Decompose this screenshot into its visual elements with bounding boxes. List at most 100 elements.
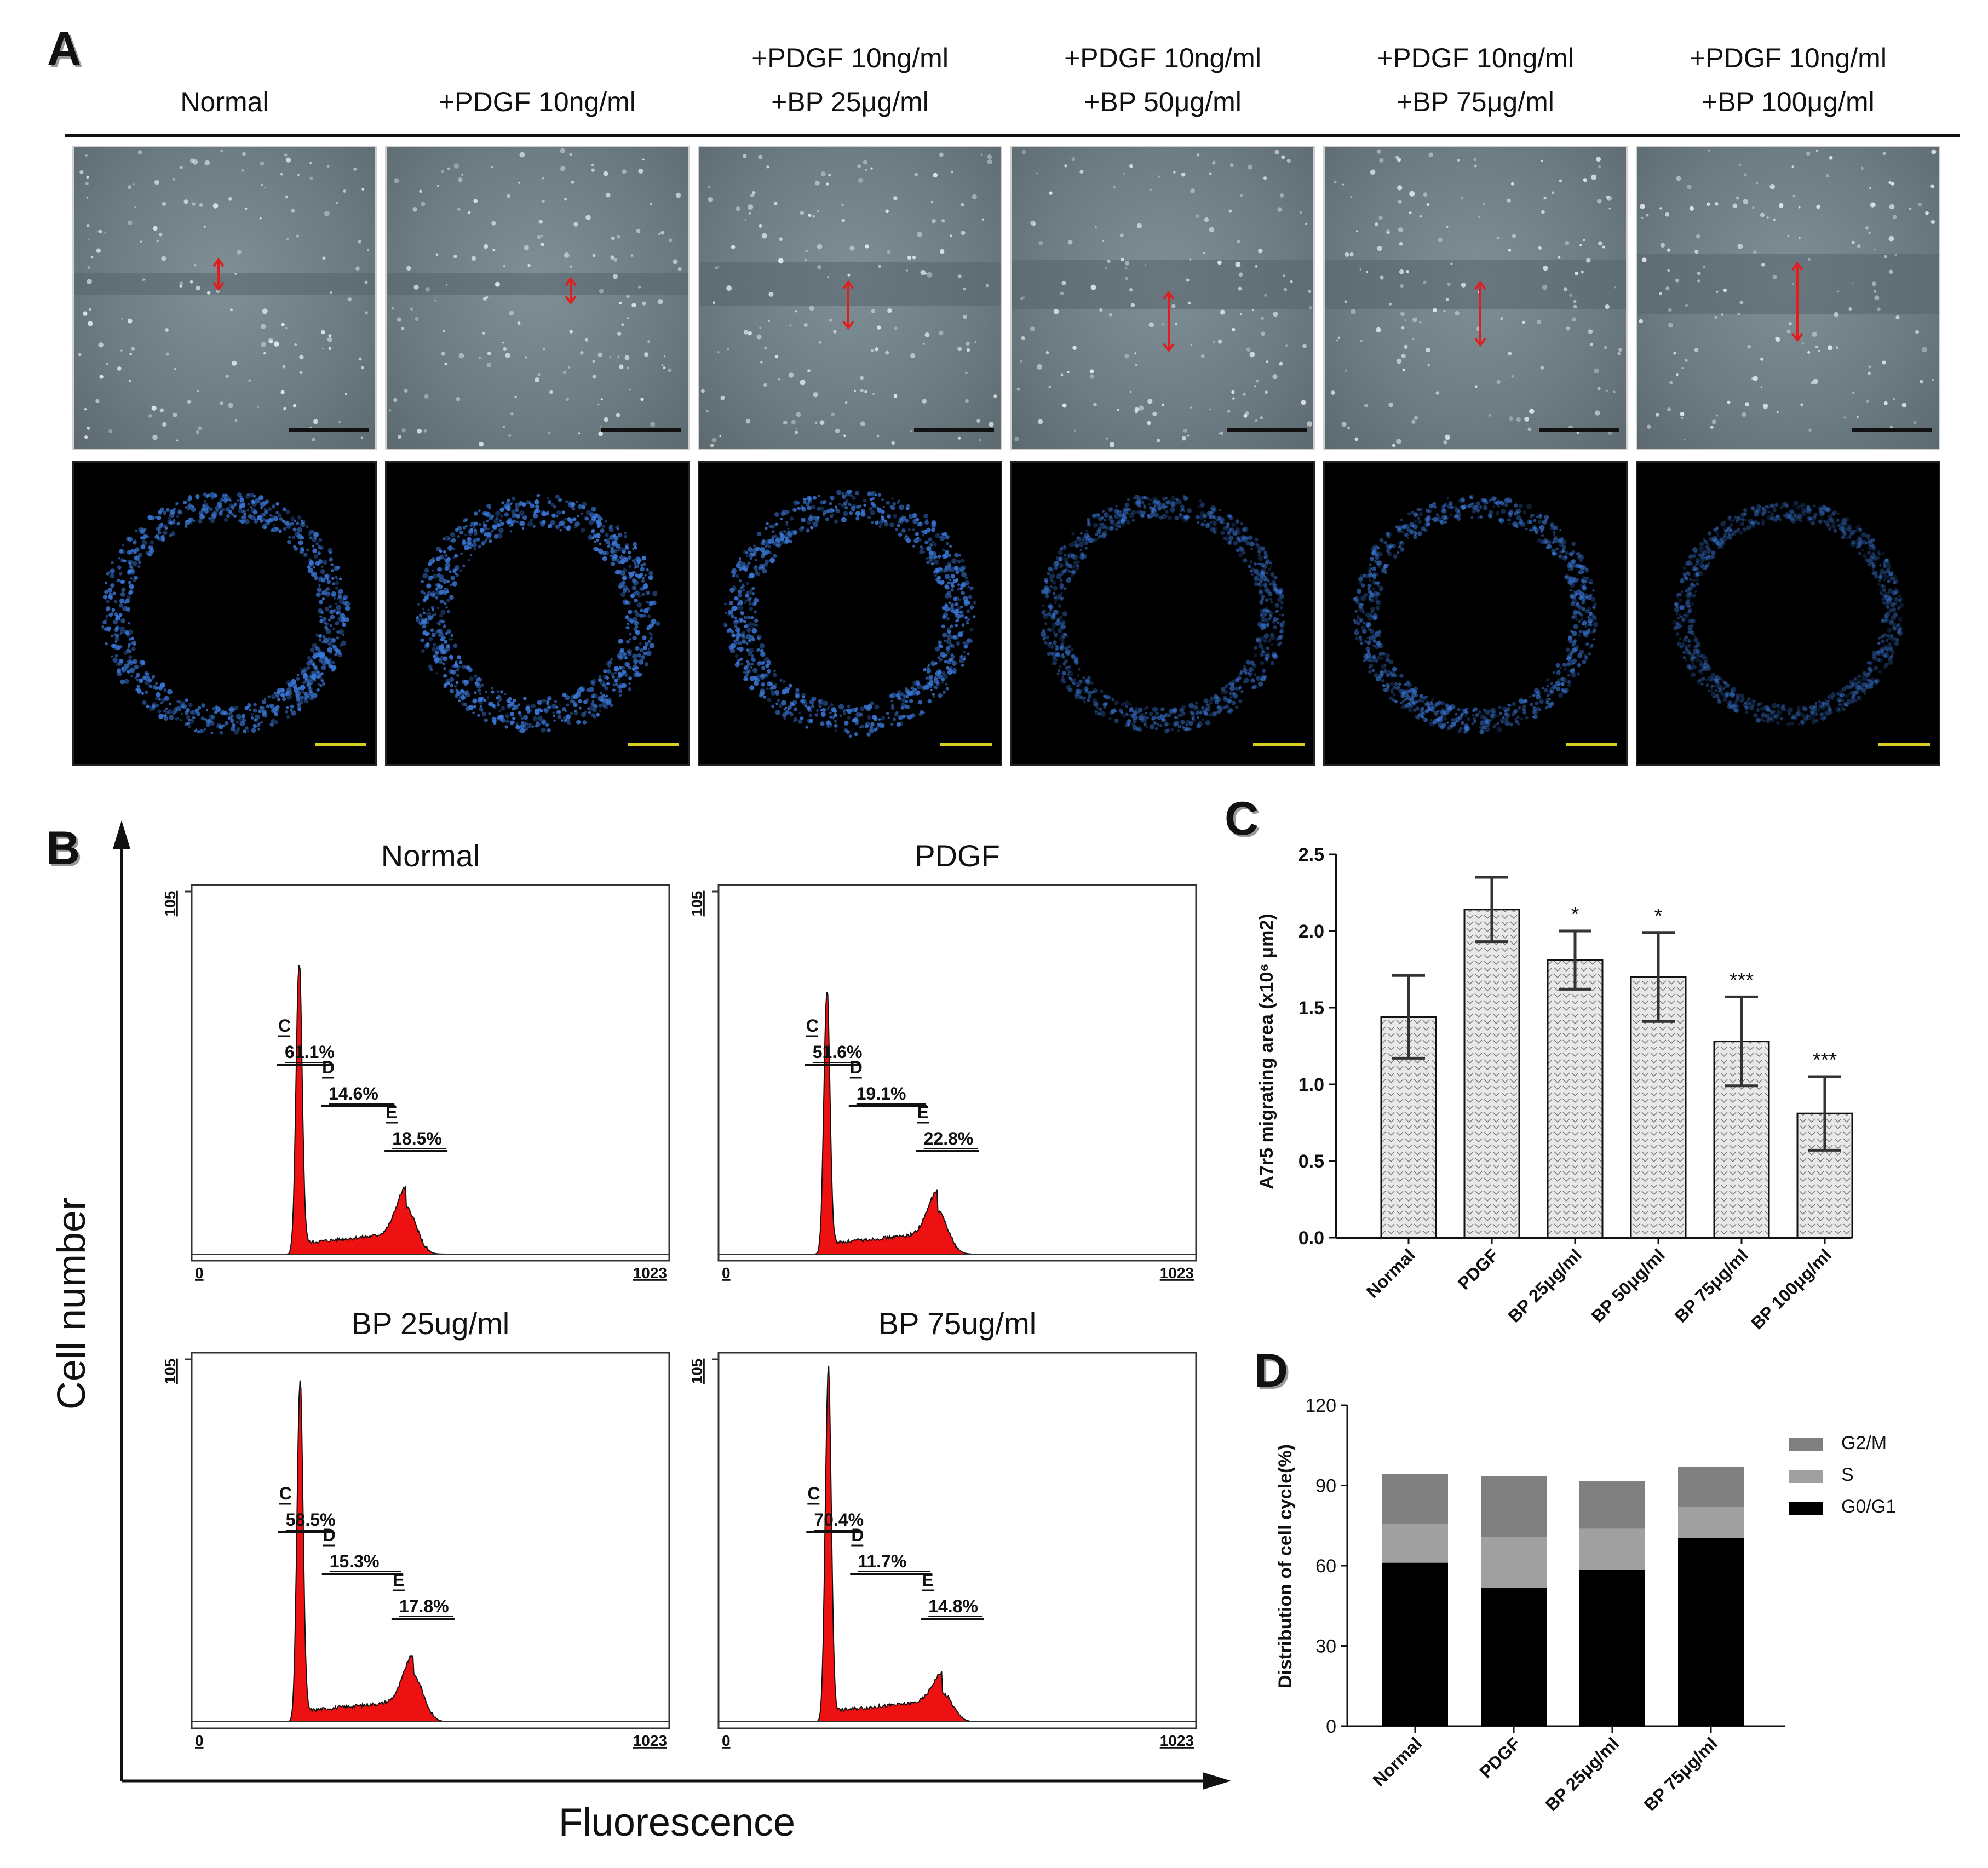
nucleus-dot — [1228, 539, 1232, 543]
cell-speck — [817, 265, 821, 269]
nucleus-dot — [1263, 582, 1268, 587]
nucleus-dot — [537, 494, 541, 497]
cell-speck — [425, 286, 430, 292]
nucleus-dot — [594, 704, 598, 709]
nucleus-dot — [1143, 505, 1147, 509]
cell-speck — [286, 238, 289, 240]
nucleus-dot — [1206, 707, 1210, 711]
cell-speck — [1443, 310, 1446, 312]
cell-speck — [510, 412, 514, 416]
nucleus-dot — [747, 597, 751, 602]
cell-speck — [1302, 344, 1307, 349]
nucleus-dot — [1243, 664, 1247, 669]
cell-speck — [1537, 319, 1542, 324]
nucleus-dot — [157, 515, 162, 521]
nucleus-dot — [876, 519, 879, 522]
column-header-line1: +PDGF 10ng/ml — [1064, 43, 1261, 73]
nucleus-dot — [1212, 521, 1217, 526]
nucleus-dot — [1221, 686, 1226, 692]
cell-speck — [1048, 386, 1052, 388]
column-header-5: +PDGF 10ng/ml +BP 75μg/ml — [1322, 36, 1629, 124]
nucleus-dot — [871, 497, 875, 501]
cell-speck — [261, 184, 263, 186]
nucleus-dot — [192, 716, 196, 720]
nucleus-dot — [1568, 551, 1573, 556]
nucleus-dot — [1404, 698, 1406, 701]
nucleus-dot — [596, 538, 599, 542]
nucleus-dot — [1253, 684, 1259, 689]
nucleus-dot — [1375, 591, 1381, 597]
nucleus-dot — [1154, 727, 1158, 731]
nucleus-dot — [973, 615, 976, 618]
nucleus-dot — [1232, 530, 1238, 536]
cell-speck — [1121, 257, 1124, 262]
cell-speck — [966, 348, 970, 352]
nucleus-dot — [314, 532, 319, 537]
nucleus-dot — [301, 696, 305, 700]
nucleus-dot — [1273, 587, 1278, 592]
nucleus-dot — [1071, 654, 1075, 658]
nucleus-dot — [1044, 586, 1048, 590]
cell-speck — [285, 327, 288, 330]
nucleus-dot — [1057, 669, 1061, 673]
nucleus-dot — [1355, 628, 1358, 631]
cell-speck — [1377, 245, 1382, 251]
nucleus-dot — [336, 636, 340, 640]
cell-speck — [294, 343, 297, 346]
nucleus-dot — [855, 511, 861, 516]
nucleus-dot — [892, 514, 898, 519]
nucleus-dot — [740, 565, 745, 570]
nucleus-dot — [1257, 681, 1263, 687]
nucleus-dot — [1197, 505, 1200, 508]
column-header-line2: Normal — [180, 87, 269, 117]
nucleus-dot — [1139, 505, 1142, 509]
nucleus-dot — [271, 504, 276, 509]
cell-speck — [1597, 199, 1602, 204]
nucleus-dot — [647, 648, 651, 651]
wound-gap — [74, 273, 375, 295]
nucleus-dot — [600, 518, 603, 520]
nucleus-dot — [847, 708, 852, 714]
nucleus-dot — [128, 655, 133, 659]
cell-speck — [1569, 294, 1572, 297]
nucleus-dot — [262, 500, 266, 504]
cell-speck — [336, 202, 338, 204]
nucleus-dot — [1079, 549, 1082, 552]
nucleus-dot — [334, 653, 338, 657]
cell-speck — [322, 348, 324, 350]
cell-speck — [1571, 317, 1576, 322]
nucleus-dot — [143, 673, 147, 676]
cell-speck — [183, 199, 188, 204]
nucleus-dot — [938, 693, 943, 698]
column-header-6: +PDGF 10ng/ml +BP 100μg/ml — [1635, 36, 1941, 124]
nucleus-dot — [763, 563, 766, 566]
cell-speck — [388, 409, 392, 412]
nucleus-dot — [1209, 700, 1214, 705]
nucleus-dot — [1234, 705, 1239, 710]
nucleus-dot — [1164, 722, 1168, 726]
nucleus-dot — [950, 644, 955, 648]
nucleus-dot — [834, 519, 838, 524]
nucleus-dot — [1555, 681, 1561, 687]
nucleus-dot — [1154, 505, 1157, 508]
nucleus-dot — [843, 511, 848, 516]
nucleus-dot — [897, 722, 901, 727]
nucleus-dot — [486, 534, 491, 540]
nucleus-dot — [567, 501, 572, 505]
cell-speck — [159, 408, 164, 413]
nucleus-dot — [436, 583, 441, 588]
cell-speck — [885, 350, 889, 355]
cell-speck — [1138, 405, 1144, 411]
nucleus-dot — [333, 565, 339, 571]
nucleus-dot — [1098, 534, 1102, 538]
nucleus-dot — [157, 709, 162, 714]
nucleus-dot — [839, 714, 842, 717]
nucleus-dot — [498, 710, 501, 712]
nucleus-dot — [1087, 694, 1092, 699]
nucleus-dot — [1094, 711, 1099, 716]
cell-speck — [1200, 354, 1205, 358]
nucleus-dot — [829, 715, 832, 719]
nucleus-dot — [1042, 629, 1046, 633]
cell-speck — [736, 206, 740, 211]
cell-speck — [401, 428, 406, 433]
